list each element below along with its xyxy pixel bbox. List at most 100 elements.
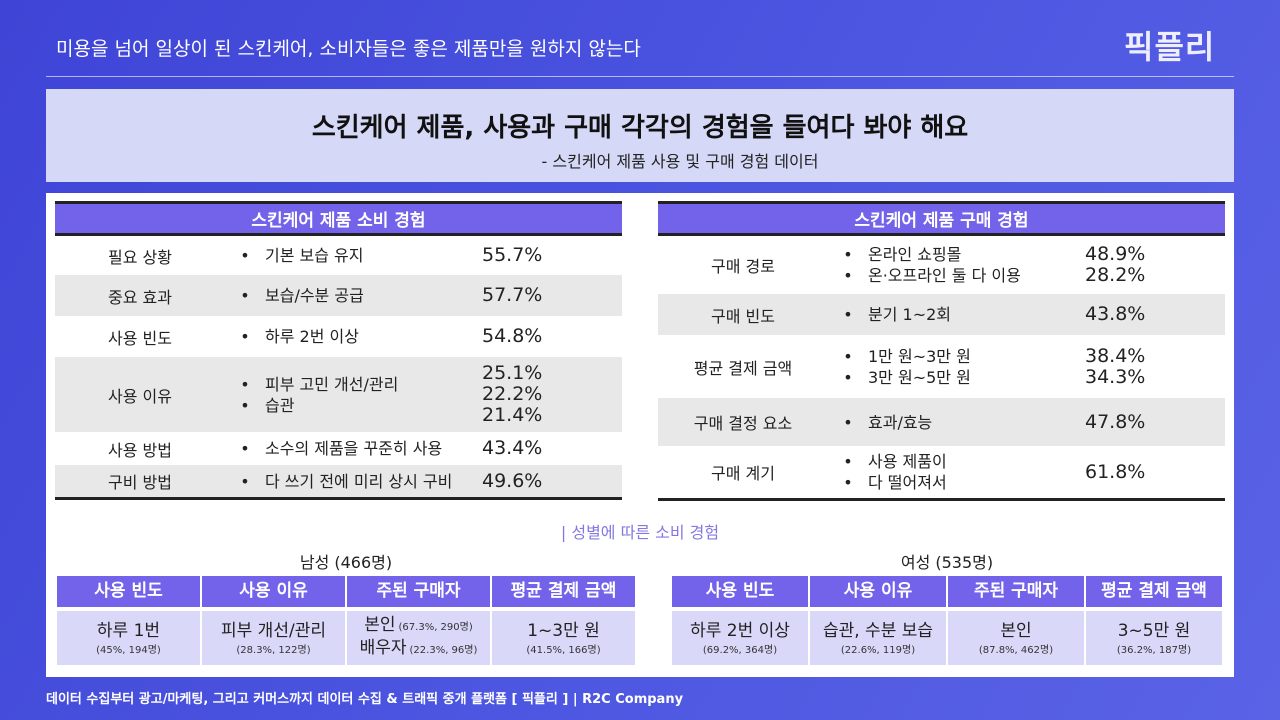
cell-main: 본인 — [364, 615, 396, 635]
cell-line: 3~5만 원 — [1086, 621, 1222, 641]
row-values: 43.8% — [1085, 304, 1225, 325]
row-value: 55.7% — [482, 244, 543, 266]
bullet-icon: • — [843, 367, 853, 387]
bullet-icon: • — [843, 452, 853, 471]
table-row: 구매 빈도 • 분기 1~2회 43.8% — [658, 294, 1225, 335]
bullets: • — [225, 438, 265, 459]
bullet-icon: • — [240, 395, 250, 415]
row-item: 1만 원~3만 원 — [868, 346, 971, 366]
cell-line: 하루 1번 — [57, 621, 200, 641]
gender-cell: 하루 2번 이상 (69.2%, 364명) — [672, 611, 808, 665]
cell-line: 하루 2번 이상 — [672, 621, 808, 641]
row-values: 49.6% — [482, 470, 622, 492]
cell-main: 피부 개선/관리 — [221, 620, 326, 641]
table-row: 사용 빈도 • 하루 2번 이상 54.8% — [55, 316, 622, 357]
cell-sub: (22.6%, 119명) — [840, 644, 916, 656]
cell-sub: (41.5%, 166명) — [526, 644, 601, 656]
row-label: 중요 효과 — [108, 287, 172, 307]
cell-main: 하루 1번 — [96, 620, 161, 641]
row-items: 보습/수분 공급 — [265, 285, 482, 306]
row-label: 사용 빈도 — [108, 328, 172, 348]
gender-column-header: 사용 이유 — [202, 576, 345, 607]
row-items: 1만 원~3만 원 3만 원~5만 원 — [868, 346, 1085, 388]
page-title: 스킨케어 제품, 사용과 구매 각각의 경험을 들여다 봐야 해요 — [311, 113, 969, 143]
row-item: 습관 — [265, 395, 295, 415]
row-item: 피부 고민 개선/관리 — [265, 374, 399, 394]
cell-sub: (28.3%, 122명) — [236, 644, 311, 656]
male-label: 남성 (466명) — [299, 553, 393, 572]
gender-column-header: 주된 구매자 — [948, 576, 1084, 607]
table-row: 사용 이유 • • 피부 고민 개선/관리 습관 25.1% 22.2% 21.4% — [55, 357, 622, 432]
gender-column-header: 사용 이유 — [810, 576, 946, 607]
row-values: 55.7% — [482, 245, 622, 266]
table-row: 구비 방법 • 다 쓰기 전에 미리 상시 구비 49.6% — [55, 465, 622, 497]
row-item: 온·오프라인 둘 다 이용 — [868, 266, 1021, 285]
bullets: • — [225, 471, 265, 492]
cell-sub: (45%, 194명) — [96, 644, 161, 656]
row-items: 분기 1~2회 — [868, 304, 1085, 325]
row-label: 사용 이유 — [108, 386, 172, 406]
bullets: • • — [828, 451, 868, 493]
bullets: • — [828, 412, 868, 433]
row-value: 48.9% — [1085, 243, 1146, 265]
header-text: 미용을 넘어 일상이 된 스킨케어, 소비자들은 좋은 제품만을 원하지 않는다 — [56, 38, 641, 60]
bullets: • — [225, 245, 265, 266]
cell-line: 습관, 수분 보습 — [810, 621, 946, 641]
cell-sub: (36.2%, 187명) — [1116, 644, 1192, 656]
cell-sub: (67.3%, 290명) — [398, 622, 473, 633]
row-label: 사용 방법 — [108, 440, 172, 460]
cell-main: 3~5만 원 — [1117, 620, 1191, 641]
row-items: 다 쓰기 전에 미리 상시 구비 — [265, 471, 482, 492]
cell-main: 배우자 — [359, 638, 407, 658]
row-label: 필요 상황 — [108, 247, 172, 267]
row-value: 22.2% — [482, 383, 543, 405]
row-items: 사용 제품이 다 떨어져서 — [868, 451, 1085, 493]
bullets: • • — [828, 346, 868, 388]
bullet-icon: • — [843, 412, 853, 432]
row-value: 34.3% — [1085, 365, 1146, 388]
page-subtitle: - 스킨케어 제품 사용 및 구매 경험 데이터 — [541, 152, 819, 171]
row-item: 다 쓰기 전에 미리 상시 구비 — [265, 471, 453, 491]
table-row: 구매 경로 • • 온라인 쇼핑몰 온·오프라인 둘 다 이용 48.9% 28.2% — [658, 236, 1225, 294]
gender-cell: 습관, 수분 보습 (22.6%, 119명) — [810, 611, 946, 665]
row-label: 구비 방법 — [108, 473, 172, 492]
row-value: 61.8% — [1085, 460, 1146, 483]
gender-column-header: 주된 구매자 — [347, 576, 490, 607]
content-panel: 스킨케어 제품 소비 경험 필요 상황 • 기본 보습 유지 55.7% 중요 효과 • 보… — [46, 193, 1234, 677]
table-row: 구매 계기 • • 사용 제품이 다 떨어져서 61.8% — [658, 446, 1225, 498]
cell-line: 피부 개선/관리 — [202, 621, 345, 641]
row-label: 구매 계기 — [711, 464, 775, 483]
row-item: 다 떨어져서 — [868, 473, 947, 492]
row-values: 38.4% 34.3% — [1085, 345, 1225, 388]
cell-sub: (69.2%, 364명) — [702, 644, 778, 656]
row-values: 43.4% — [482, 438, 622, 459]
bullet-icon: • — [843, 305, 853, 324]
table-row: 사용 방법 • 소수의 제품을 꾸준히 사용 43.4% — [55, 432, 622, 465]
bullet-icon: • — [240, 246, 250, 265]
row-value: 43.8% — [1085, 303, 1146, 325]
gender-cell: 본인 (67.3%, 290명) 배우자 (22.3%, 96명) — [347, 611, 490, 665]
gender-column-header: 평균 결제 금액 — [492, 576, 635, 607]
row-items: 소수의 제품을 꾸준히 사용 — [265, 438, 482, 459]
bullets: • — [225, 326, 265, 347]
gender-cell: 본인 (87.8%, 462명) — [948, 611, 1084, 665]
row-item: 하루 2번 이상 — [265, 327, 359, 346]
cell-main: 습관, 수분 보습 — [822, 620, 934, 641]
bullet-icon: • — [843, 245, 853, 264]
row-item: 효과/효능 — [868, 412, 933, 432]
cell-line: 배우자 (22.3%, 96명) — [347, 638, 490, 661]
bullet-icon: • — [240, 374, 250, 394]
row-values: 25.1% 22.2% 21.4% — [482, 363, 622, 426]
row-value: 43.4% — [482, 437, 543, 459]
gender-cell: 하루 1번 (45%, 194명) — [57, 611, 200, 665]
cell-line: 본인 — [948, 621, 1084, 641]
cell-sub: (87.8%, 462명) — [978, 644, 1054, 656]
row-items: 효과/효능 — [868, 412, 1085, 433]
row-item: 3만 원~5만 원 — [868, 367, 971, 387]
row-items: 하루 2번 이상 — [265, 326, 482, 347]
bullet-icon: • — [843, 266, 853, 285]
bullet-icon: • — [240, 471, 250, 491]
bullet-icon: • — [240, 286, 250, 305]
bullets: • — [225, 285, 265, 306]
female-table: 사용 빈도 사용 이유 주된 구매자 평균 결제 금액 하루 2번 이상 (69.2%, … — [672, 576, 1222, 665]
